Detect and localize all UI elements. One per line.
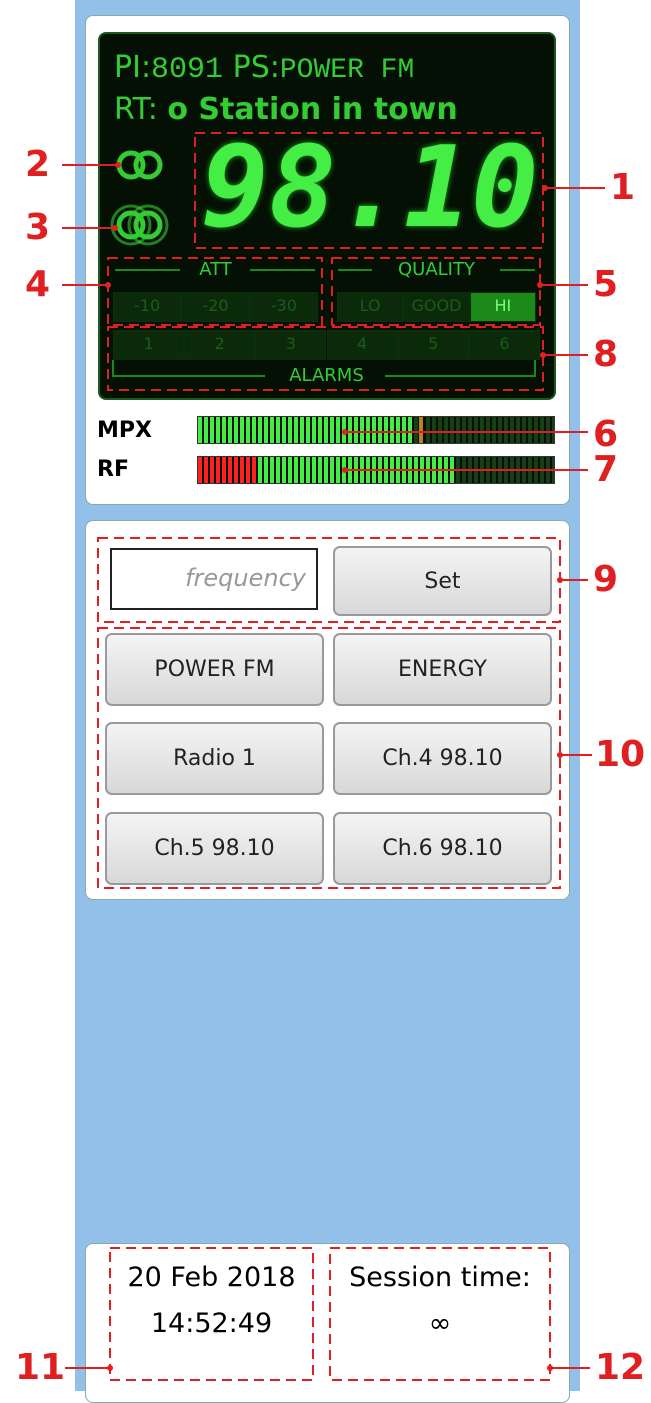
preset-button[interactable]: Radio 1	[105, 722, 324, 795]
alarms-title: ALARMS	[289, 365, 364, 386]
att-cell: -30	[249, 292, 318, 322]
callout-number: 7	[593, 449, 619, 490]
ps-label: PS:	[232, 50, 280, 85]
callout-number: 5	[593, 264, 619, 305]
callout-number: 10	[595, 734, 646, 775]
callout-number: 11	[15, 1347, 66, 1388]
att-title: ATT	[199, 259, 232, 280]
callout-number: 12	[595, 1347, 646, 1388]
quality-cell: GOOD	[403, 292, 470, 322]
mpx-meter	[197, 416, 555, 444]
session: Session time: ∞	[330, 1255, 550, 1347]
rf-label: RF	[97, 457, 129, 482]
meter-level	[198, 417, 413, 443]
alarms-cell: 4	[326, 330, 398, 360]
alarms-cell: 3	[255, 330, 327, 360]
pi: 8091	[151, 53, 224, 87]
frequency-input[interactable]: frequency	[110, 548, 318, 610]
rt-label: RT:	[114, 92, 158, 127]
meter-peak	[418, 417, 425, 443]
callout-number: 4	[25, 264, 51, 305]
date-time: 20 Feb 2018 14:52:49	[110, 1255, 313, 1347]
callout-number: 6	[593, 414, 619, 455]
alarms-cell: 1	[113, 330, 185, 360]
callout-number: 3	[25, 207, 51, 248]
pi-label: PI:	[114, 50, 152, 85]
time: 14:52:49	[150, 1308, 273, 1339]
rt-line: RT: o Station in town	[114, 92, 458, 127]
callout-number: 9	[593, 559, 619, 600]
session-label: Session time:	[349, 1262, 531, 1293]
date: 20 Feb 2018	[127, 1262, 296, 1293]
ps: POWER FM	[279, 55, 415, 86]
set-button[interactable]: Set	[333, 546, 552, 616]
mpx-label: MPX	[97, 418, 152, 443]
quality-title: QUALITY	[398, 259, 475, 280]
callout-number: 1	[610, 167, 636, 208]
preset-button[interactable]: POWER FM	[105, 633, 324, 706]
att-cell: -10	[113, 292, 182, 322]
frequency-display: 98.10	[201, 123, 539, 253]
callout-number: 8	[593, 334, 619, 375]
att-cell: -20	[181, 292, 250, 322]
callout-number: 2	[25, 144, 51, 185]
footer-card	[85, 1243, 570, 1403]
alarms-cell: 2	[184, 330, 256, 360]
rt: o Station in town	[167, 92, 458, 127]
quality-cell: LO	[337, 292, 404, 322]
session-value: ∞	[428, 1308, 452, 1339]
preset-button[interactable]: ENERGY	[333, 633, 552, 706]
preset-button[interactable]: Ch.5 98.10	[105, 812, 324, 885]
preset-button[interactable]: Ch.6 98.10	[333, 812, 552, 885]
meter-red	[198, 457, 258, 483]
quality-cell: HI	[469, 292, 536, 322]
preset-button[interactable]: Ch.4 98.10	[333, 722, 552, 795]
pi-ps-line: PI:8091 PS:POWER FM	[114, 50, 414, 87]
alarms-cell: 6	[468, 330, 540, 360]
alarms-cell: 5	[397, 330, 469, 360]
